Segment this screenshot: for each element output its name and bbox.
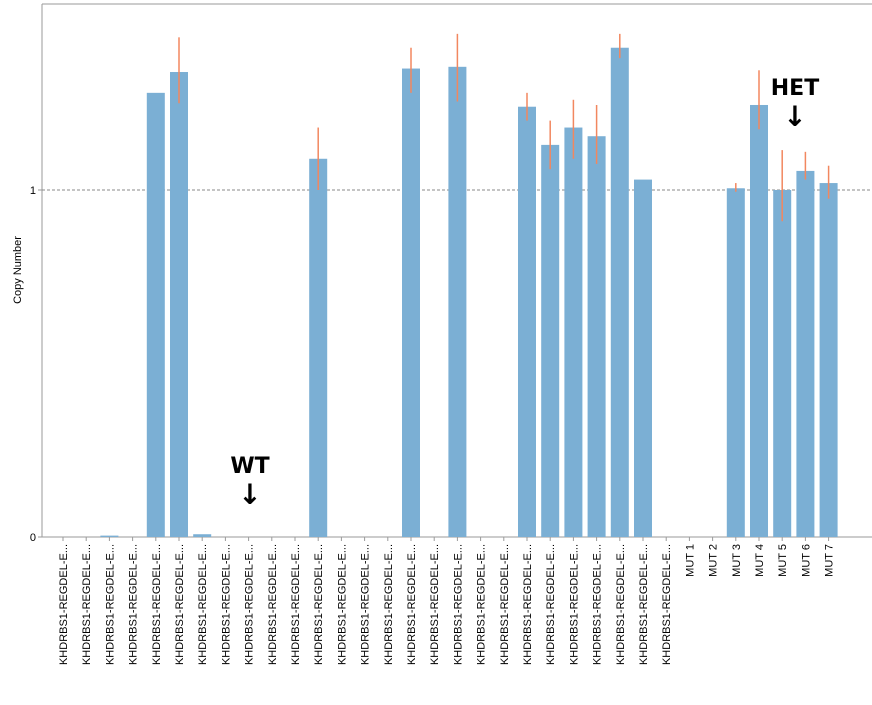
y-tick-label: 1	[30, 185, 36, 197]
x-tick-label: KHDRBS1-REGDEL-E...	[58, 544, 70, 665]
x-tick-label: KHDRBS1-REGDEL-E...	[592, 544, 604, 665]
bar	[819, 183, 838, 537]
x-tick-label: KHDRBS1-REGDEL-E...	[360, 544, 372, 665]
x-tick-label: MUT 5	[777, 544, 789, 577]
x-tick-label: KHDRBS1-REGDEL-E...	[383, 544, 395, 665]
bar	[610, 47, 629, 537]
bar	[309, 158, 328, 537]
y-axis-label: Copy Number	[12, 236, 24, 304]
y-axis-ticks: 01	[30, 185, 42, 544]
wt-label: WT	[230, 454, 270, 479]
x-tick-label: KHDRBS1-REGDEL-E...	[615, 544, 627, 665]
x-tick-label: KHDRBS1-REGDEL-E...	[522, 544, 534, 665]
x-tick-label: KHDRBS1-REGDEL-E...	[81, 544, 93, 665]
arrow-down-icon: ↓	[783, 100, 807, 133]
bar	[146, 92, 165, 537]
het-annotation: HET ↓	[765, 76, 825, 132]
bar	[634, 179, 652, 537]
x-tick-label: MUT 1	[684, 544, 696, 577]
x-tick-label: KHDRBS1-REGDEL-E...	[104, 544, 116, 665]
wt-annotation: WT ↓	[226, 454, 274, 510]
bar	[796, 170, 815, 538]
x-tick-label: KHDRBS1-REGDEL-E...	[244, 544, 256, 665]
x-tick-label: MUT 4	[754, 544, 766, 577]
x-tick-label: KHDRBS1-REGDEL-E...	[174, 544, 186, 665]
x-tick-label: KHDRBS1-REGDEL-E...	[128, 544, 140, 665]
x-tick-label: KHDRBS1-REGDEL-E...	[661, 544, 673, 665]
x-tick-label: KHDRBS1-REGDEL-E...	[476, 544, 488, 665]
x-tick-label: KHDRBS1-REGDEL-E...	[336, 544, 348, 665]
x-tick-label: KHDRBS1-REGDEL-E...	[406, 544, 418, 665]
x-tick-label: KHDRBS1-REGDEL-E...	[452, 544, 464, 665]
x-tick-label: MUT 7	[824, 544, 836, 577]
x-tick-label: KHDRBS1-REGDEL-E...	[638, 544, 650, 665]
bar	[100, 535, 119, 537]
x-tick-label: MUT 6	[800, 544, 812, 577]
bars-group	[100, 47, 838, 538]
x-tick-label: KHDRBS1-REGDEL-E...	[220, 544, 232, 665]
bar	[726, 188, 745, 537]
bar	[564, 127, 583, 537]
bar	[193, 534, 212, 537]
x-axis-tick-labels: KHDRBS1-REGDEL-E... KHDRBS1-REGDEL-E... KH…	[58, 537, 836, 665]
x-tick-label: KHDRBS1-REGDEL-E...	[499, 544, 511, 665]
arrow-down-icon: ↓	[238, 478, 262, 511]
bar	[541, 144, 560, 537]
bar	[750, 104, 768, 538]
x-tick-label: MUT 3	[731, 544, 743, 577]
bar	[170, 72, 188, 538]
bar	[448, 66, 467, 537]
x-tick-label: KHDRBS1-REGDEL-E...	[313, 544, 325, 665]
x-tick-label: KHDRBS1-REGDEL-E...	[545, 544, 557, 665]
x-tick-label: KHDRBS1-REGDEL-E...	[267, 544, 279, 665]
bar	[518, 106, 536, 537]
x-tick-label: KHDRBS1-REGDEL-E...	[290, 544, 302, 665]
bar	[402, 68, 420, 538]
error-bars-group	[178, 33, 830, 222]
y-tick-label: 0	[30, 532, 36, 544]
bar	[587, 136, 606, 537]
x-tick-label: KHDRBS1-REGDEL-E...	[151, 544, 163, 665]
x-tick-label: KHDRBS1-REGDEL-E...	[568, 544, 580, 665]
x-tick-label: KHDRBS1-REGDEL-E...	[197, 544, 209, 665]
x-tick-label: MUT 2	[708, 544, 720, 577]
het-label: HET	[770, 76, 820, 101]
x-tick-label: KHDRBS1-REGDEL-E...	[429, 544, 441, 665]
bar	[773, 190, 792, 537]
